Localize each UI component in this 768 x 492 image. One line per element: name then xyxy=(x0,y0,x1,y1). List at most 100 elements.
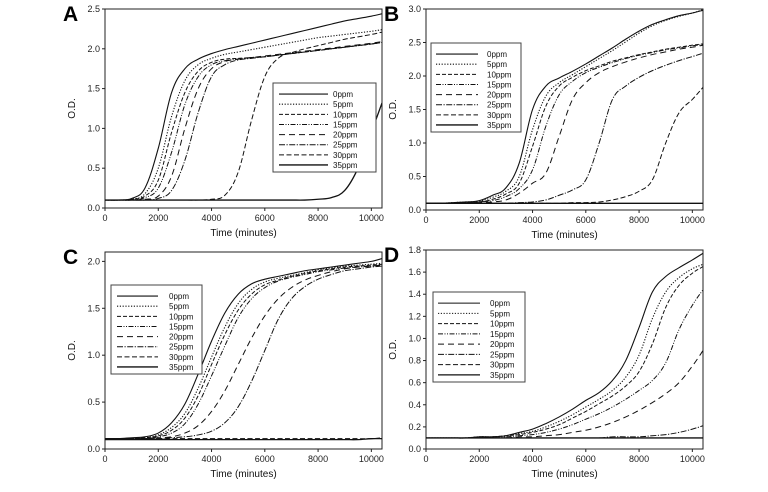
y-tick-label: 0.5 xyxy=(87,163,100,173)
x-tick-label: 2000 xyxy=(469,215,489,225)
series-line-0ppm xyxy=(105,13,382,201)
series-line-35ppm xyxy=(105,437,382,441)
y-tick-label: 0.0 xyxy=(408,444,421,454)
y-tick-label: 2.5 xyxy=(408,38,421,48)
legend-box xyxy=(432,291,526,383)
legend-entry: 15ppm xyxy=(169,322,194,331)
x-tick-label: 8000 xyxy=(308,454,328,464)
y-tick-label: 0.2 xyxy=(408,422,421,432)
panel-letter: A xyxy=(63,3,78,26)
y-tick-label: 1.5 xyxy=(87,84,100,94)
y-tick-label: 0.4 xyxy=(408,400,421,410)
legend-entry: 10ppm xyxy=(490,320,515,329)
x-tick-label: 0 xyxy=(102,213,107,223)
y-tick-label: 0.0 xyxy=(87,203,100,213)
plot-frame xyxy=(425,249,704,450)
x-axis-label: Time (minutes) xyxy=(531,469,597,480)
y-tick-label: 3.0 xyxy=(408,4,421,14)
y-tick-label: 1.0 xyxy=(408,333,421,343)
x-tick-label: 2000 xyxy=(148,454,168,464)
panel-c: C 0.0 0.5 1.0 1.5 2.0 0 2000 4000 6000 8000 10000 Ti… xyxy=(63,246,384,480)
panel-d: D 0.0 0.2 0.4 0.6 0.8 1.0 1.2 1.4 1.6 1.8 0 2000 4000… xyxy=(384,244,705,480)
y-tick-label: 1.4 xyxy=(408,289,421,299)
x-axis-label: Time (minutes) xyxy=(531,230,597,241)
series-line-35ppm xyxy=(105,102,382,201)
y-tick-label: 1.0 xyxy=(408,138,421,148)
x-axis-label: Time (minutes) xyxy=(210,469,276,480)
legend-entry: 15ppm xyxy=(490,330,515,339)
plot-frame xyxy=(104,8,383,209)
series-line-15ppm xyxy=(105,264,382,440)
y-tick-label: 0.5 xyxy=(87,397,100,407)
x-tick-label: 2000 xyxy=(148,213,168,223)
y-tick-label: 2.0 xyxy=(87,44,100,54)
legend-entry: 25ppm xyxy=(169,343,194,352)
legend-entry: 30ppm xyxy=(490,361,515,370)
x-tick-label: 8000 xyxy=(308,213,328,223)
legend-entry: 10ppm xyxy=(169,312,194,321)
y-tick-label: 2.0 xyxy=(408,71,421,81)
y-tick-label: 1.5 xyxy=(87,303,100,313)
x-tick-label: 10000 xyxy=(359,454,384,464)
series-line-5ppm xyxy=(426,263,703,439)
panel-letter: D xyxy=(384,244,399,267)
y-tick-label: 1.0 xyxy=(87,123,100,133)
y-axis-label: O.D. xyxy=(67,98,78,119)
y-axis-label: O.D. xyxy=(388,99,399,120)
x-tick-label: 0 xyxy=(423,215,428,225)
legend-entry: 35ppm xyxy=(487,121,512,130)
series-group xyxy=(426,9,703,204)
series-line-5ppm xyxy=(105,29,382,201)
x-tick-label: 4000 xyxy=(202,454,222,464)
y-tick-label: 1.5 xyxy=(408,105,421,115)
x-tick-label: 10000 xyxy=(359,213,384,223)
legend-entry: 10ppm xyxy=(487,70,512,79)
x-tick-label: 6000 xyxy=(576,454,596,464)
legend-entry: 30ppm xyxy=(169,353,194,362)
series-line-15ppm xyxy=(105,41,382,201)
y-tick-label: 1.8 xyxy=(408,245,421,255)
y-tick-label: 2.0 xyxy=(87,256,100,266)
legend-entry: 20ppm xyxy=(169,333,194,342)
panel-a: A 0.0 0.5 1.0 1.5 2.0 2.5 0 2000 4000 6000 8000 1000… xyxy=(63,3,384,239)
legend-entry: 0ppm xyxy=(169,292,189,301)
x-tick-label: 6000 xyxy=(255,213,275,223)
panel-letter: B xyxy=(384,3,399,26)
legend-entry: 25ppm xyxy=(333,141,358,150)
series-line-5ppm xyxy=(426,9,703,204)
legend-entry: 5ppm xyxy=(169,302,189,311)
legend-entry: 20ppm xyxy=(333,131,358,140)
y-tick-label: 0.8 xyxy=(408,356,421,366)
legend-entry: 0ppm xyxy=(490,299,510,308)
x-tick-label: 4000 xyxy=(523,215,543,225)
legend-entry: 15ppm xyxy=(487,80,512,89)
legend-box xyxy=(272,82,377,173)
legend-entry: 20ppm xyxy=(487,91,512,100)
series-line-10ppm xyxy=(426,43,703,204)
x-tick-label: 4000 xyxy=(523,454,543,464)
x-tick-label: 6000 xyxy=(255,454,275,464)
x-tick-label: 0 xyxy=(423,454,428,464)
panel-letter: C xyxy=(63,246,78,269)
legend-box xyxy=(110,284,203,375)
x-tick-label: 8000 xyxy=(629,454,649,464)
legend-entry: 35ppm xyxy=(333,161,358,170)
x-tick-label: 2000 xyxy=(469,454,489,464)
x-tick-label: 4000 xyxy=(202,213,222,223)
legend-entry: 25ppm xyxy=(490,350,515,359)
legend-entry: 5ppm xyxy=(487,60,507,69)
series-line-5ppm xyxy=(105,262,382,440)
y-axis-label: O.D. xyxy=(388,339,399,360)
panel-b: B 0.0 0.5 1.0 1.5 2.0 2.5 3.0 0 2000 4000 6000 8000 1… xyxy=(384,3,705,241)
y-tick-label: 1.0 xyxy=(87,350,100,360)
legend-entry: 30ppm xyxy=(333,151,358,160)
y-axis-label: O.D. xyxy=(67,340,78,361)
x-tick-label: 0 xyxy=(102,454,107,464)
legend-entry: 30ppm xyxy=(487,111,512,120)
